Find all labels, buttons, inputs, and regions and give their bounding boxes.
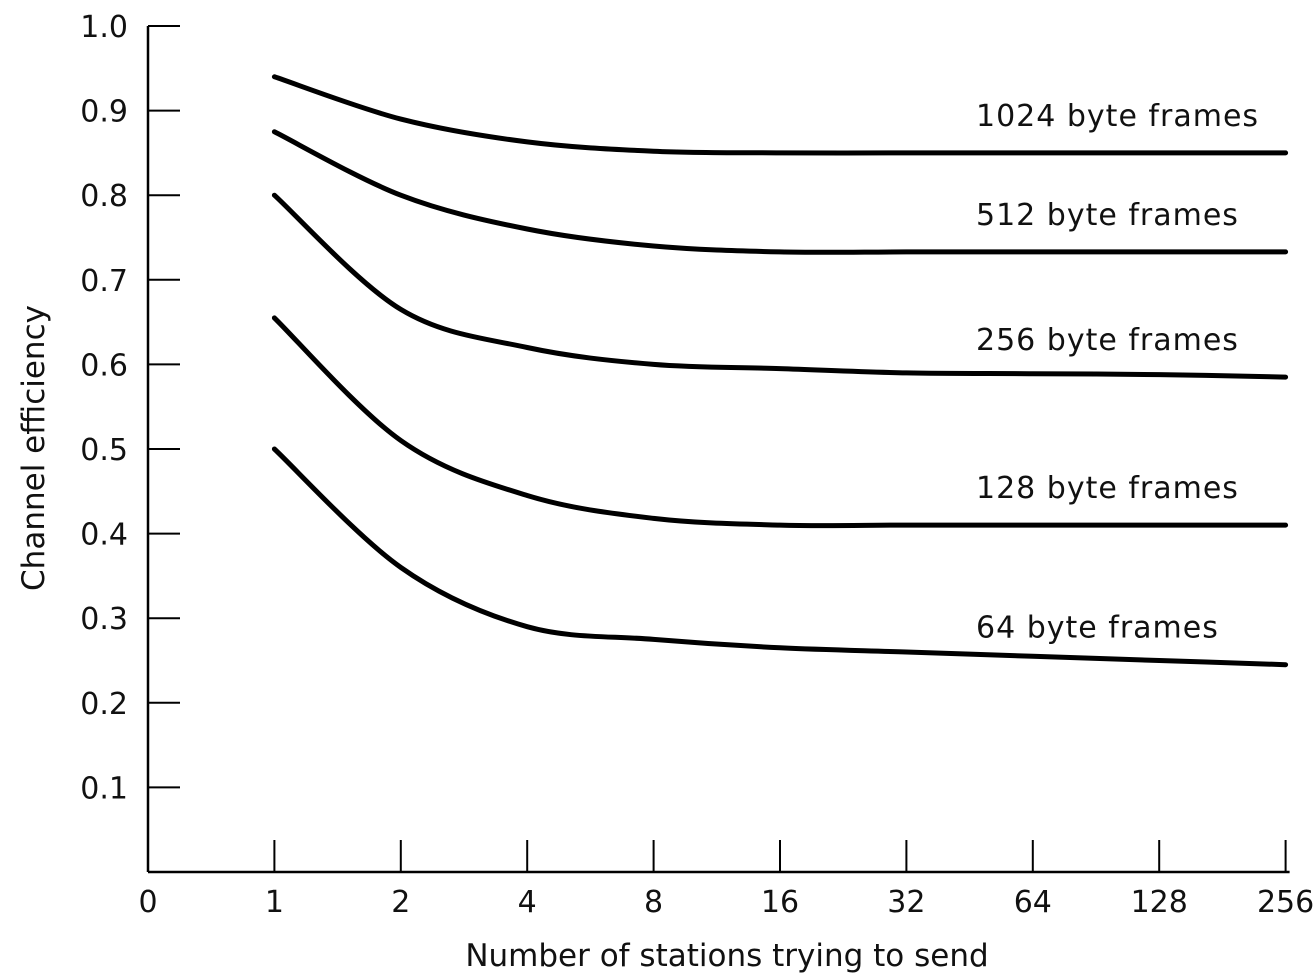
series-label: 128 byte frames [976,471,1239,506]
x-tick-label: 1 [265,885,284,920]
series-line [271,192,1289,380]
y-tick-label: 0.2 [80,687,128,722]
series-line [271,129,1289,255]
y-axis-title: Channel efficiency [16,305,52,591]
x-tick-label: 256 [1257,885,1314,920]
x-tick-label: 16 [761,885,799,920]
curves [271,74,1289,668]
y-tick-label: 1.0 [80,10,128,45]
series-label: 256 byte frames [976,323,1239,358]
y-tick-label: 0.9 [80,95,128,130]
y-tick-label: 0.8 [80,179,128,214]
x-tick-label: 32 [887,885,925,920]
series-labels: 1024 byte frames 512 byte frames 256 byte … [976,99,1259,646]
axes: 0.1 0.2 0.3 0.4 0.5 0.6 0.7 0.8 0.9 1.0 0 1 2 4 8 16 32 6… [80,10,1314,920]
series-line [271,74,1289,156]
x-tick-label: 0 [138,885,157,920]
x-axis-title: Number of stations trying to send [465,938,988,974]
x-tick-label: 2 [391,885,410,920]
series-label: 1024 byte frames [976,99,1259,134]
y-tick-label: 0.1 [80,771,128,806]
x-tick-label: 4 [518,885,537,920]
y-tick-label: 0.3 [80,602,128,637]
series-line [271,315,1289,529]
series-line [271,446,1289,668]
x-tick-label: 128 [1131,885,1188,920]
y-tick-label: 0.7 [80,264,128,299]
x-tick-label: 8 [644,885,663,920]
series-label: 512 byte frames [976,198,1239,233]
x-tick-label: 64 [1014,885,1052,920]
y-tick-label: 0.6 [80,348,128,383]
y-tick-label: 0.4 [80,518,128,553]
y-tick-label: 0.5 [80,433,128,468]
series-label: 64 byte frames [976,611,1219,646]
